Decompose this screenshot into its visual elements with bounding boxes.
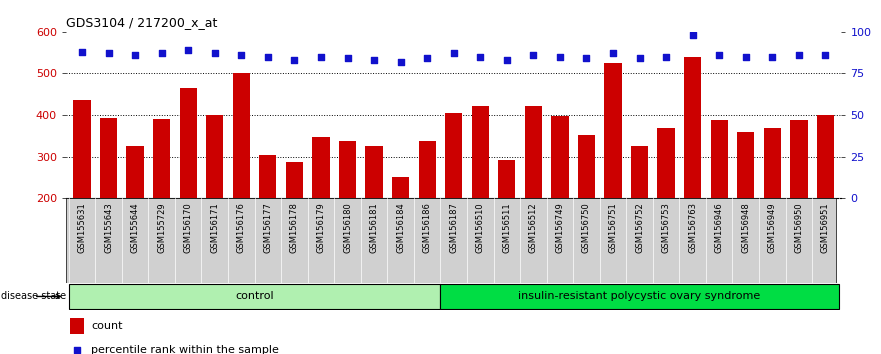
Point bbox=[633, 56, 647, 61]
Bar bbox=[392, 177, 410, 198]
Text: GSM156179: GSM156179 bbox=[316, 202, 325, 253]
Bar bbox=[737, 132, 754, 198]
Point bbox=[766, 54, 780, 59]
Bar bbox=[313, 137, 329, 198]
Text: GSM156749: GSM156749 bbox=[555, 202, 565, 253]
Point bbox=[526, 52, 540, 58]
Text: GSM156950: GSM156950 bbox=[795, 202, 803, 253]
Text: disease state: disease state bbox=[2, 291, 66, 302]
Bar bbox=[631, 146, 648, 198]
Bar bbox=[339, 141, 356, 198]
Point bbox=[473, 54, 487, 59]
Point bbox=[792, 52, 806, 58]
Point bbox=[553, 54, 567, 59]
Bar bbox=[69, 284, 440, 309]
Bar bbox=[233, 74, 250, 198]
Point bbox=[420, 56, 434, 61]
Bar bbox=[100, 118, 117, 198]
Text: GSM156946: GSM156946 bbox=[714, 202, 723, 253]
Point bbox=[181, 47, 196, 53]
Bar bbox=[657, 127, 675, 198]
Point bbox=[818, 52, 833, 58]
Text: GSM156184: GSM156184 bbox=[396, 202, 405, 253]
Text: percentile rank within the sample: percentile rank within the sample bbox=[91, 345, 278, 354]
Text: GSM156186: GSM156186 bbox=[423, 202, 432, 253]
Point bbox=[580, 56, 594, 61]
Text: count: count bbox=[91, 321, 122, 331]
Bar bbox=[790, 120, 808, 198]
Text: GSM156180: GSM156180 bbox=[343, 202, 352, 253]
Point bbox=[70, 347, 84, 353]
Point bbox=[447, 51, 461, 56]
Text: GSM156752: GSM156752 bbox=[635, 202, 644, 253]
Text: GSM156177: GSM156177 bbox=[263, 202, 272, 253]
Point bbox=[659, 54, 673, 59]
Bar bbox=[70, 318, 84, 334]
Bar bbox=[764, 127, 781, 198]
Text: GSM155729: GSM155729 bbox=[157, 202, 167, 253]
Text: GSM156170: GSM156170 bbox=[184, 202, 193, 253]
Bar bbox=[440, 284, 839, 309]
Text: GSM156181: GSM156181 bbox=[369, 202, 379, 253]
Text: GSM156187: GSM156187 bbox=[449, 202, 458, 253]
Bar bbox=[684, 57, 701, 198]
Text: insulin-resistant polycystic ovary syndrome: insulin-resistant polycystic ovary syndr… bbox=[518, 291, 760, 302]
Point bbox=[128, 52, 142, 58]
Point bbox=[75, 49, 89, 55]
Text: GSM156510: GSM156510 bbox=[476, 202, 485, 253]
Point bbox=[606, 51, 620, 56]
Bar bbox=[259, 155, 277, 198]
Point bbox=[394, 59, 408, 65]
Text: GDS3104 / 217200_x_at: GDS3104 / 217200_x_at bbox=[66, 16, 218, 29]
Point bbox=[314, 54, 328, 59]
Text: GSM155643: GSM155643 bbox=[104, 202, 113, 253]
Bar bbox=[552, 116, 568, 198]
Bar bbox=[471, 106, 489, 198]
Bar bbox=[578, 135, 595, 198]
Bar bbox=[180, 88, 196, 198]
Bar bbox=[817, 115, 834, 198]
Point bbox=[685, 32, 700, 38]
Point bbox=[712, 52, 726, 58]
Text: GSM156750: GSM156750 bbox=[582, 202, 591, 253]
Bar bbox=[604, 63, 622, 198]
Bar bbox=[153, 119, 170, 198]
Point bbox=[287, 57, 301, 63]
Point bbox=[154, 51, 168, 56]
Bar bbox=[498, 160, 515, 198]
Bar bbox=[206, 115, 224, 198]
Text: GSM156751: GSM156751 bbox=[609, 202, 618, 253]
Point bbox=[340, 56, 354, 61]
Text: GSM156512: GSM156512 bbox=[529, 202, 538, 253]
Bar bbox=[127, 146, 144, 198]
Text: GSM156178: GSM156178 bbox=[290, 202, 299, 253]
Text: GSM155631: GSM155631 bbox=[78, 202, 86, 253]
Bar bbox=[525, 106, 542, 198]
Text: GSM156763: GSM156763 bbox=[688, 202, 697, 253]
Text: control: control bbox=[235, 291, 274, 302]
Point bbox=[739, 54, 753, 59]
Text: GSM156948: GSM156948 bbox=[741, 202, 751, 253]
Point bbox=[261, 54, 275, 59]
Bar bbox=[445, 113, 463, 198]
Bar bbox=[285, 162, 303, 198]
Text: GSM156949: GSM156949 bbox=[768, 202, 777, 253]
Text: GSM156171: GSM156171 bbox=[211, 202, 219, 253]
Point bbox=[234, 52, 248, 58]
Text: GSM156951: GSM156951 bbox=[821, 202, 830, 253]
Point bbox=[208, 51, 222, 56]
Text: GSM155644: GSM155644 bbox=[130, 202, 139, 253]
Point bbox=[367, 57, 381, 63]
Bar bbox=[73, 100, 91, 198]
Text: GSM156176: GSM156176 bbox=[237, 202, 246, 253]
Text: GSM156753: GSM156753 bbox=[662, 202, 670, 253]
Point bbox=[101, 51, 115, 56]
Point bbox=[500, 57, 514, 63]
Text: GSM156511: GSM156511 bbox=[502, 202, 511, 253]
Bar bbox=[711, 120, 728, 198]
Bar bbox=[366, 146, 382, 198]
Bar bbox=[418, 141, 436, 198]
